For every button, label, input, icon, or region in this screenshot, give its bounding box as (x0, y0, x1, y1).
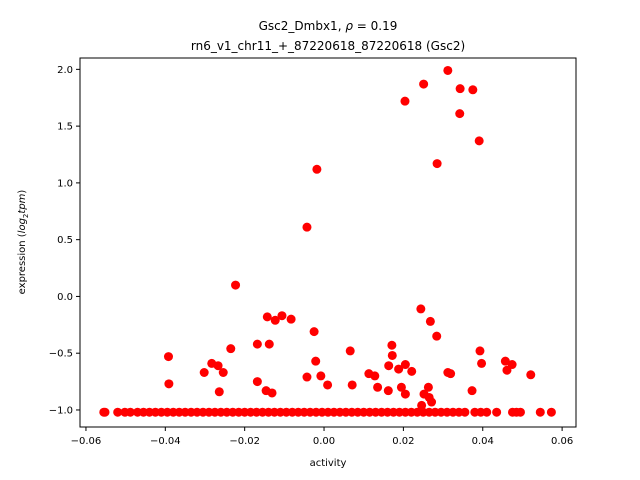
data-point (419, 79, 429, 89)
data-point (113, 407, 123, 417)
x-tick-label: 0.06 (551, 436, 573, 447)
data-point (214, 387, 224, 397)
data-point (482, 407, 492, 417)
data-point (383, 386, 393, 396)
data-point (400, 360, 410, 370)
data-point (535, 407, 545, 417)
plot-area-frame (79, 57, 577, 428)
y-tick-label: 0.0 (57, 292, 73, 303)
y-tick-label: 1.0 (57, 178, 73, 189)
data-point (416, 304, 426, 314)
data-point (252, 377, 262, 387)
data-point (432, 331, 442, 341)
data-point (515, 407, 525, 417)
x-tick-label: 0.02 (392, 436, 414, 447)
data-point (231, 280, 241, 290)
y-tick-label: −0.5 (49, 349, 73, 360)
data-point (384, 361, 394, 371)
axis-ticks: −0.06 −0.04 −0.02 0.00 0.02 0.04 0.06 −1.0 −0.5 0… (49, 65, 574, 447)
data-point (286, 314, 296, 324)
chart-title-line2: rn6_v1_chr11_+_87220618_87220618 (Gsc2) (191, 39, 465, 53)
data-point (262, 312, 272, 322)
data-point (546, 407, 556, 417)
data-point (443, 65, 453, 75)
data-point (370, 371, 380, 381)
data-point (423, 382, 433, 392)
data-point (400, 389, 410, 399)
data-point (387, 340, 397, 350)
data-point (467, 386, 477, 396)
x-tick-label: −0.04 (150, 436, 181, 447)
data-point (475, 346, 485, 356)
x-tick-label: −0.06 (71, 436, 102, 447)
data-point (207, 358, 217, 368)
data-point (387, 350, 397, 360)
data-point (474, 136, 484, 146)
data-point (316, 371, 326, 381)
data-point (455, 109, 465, 119)
data-points (99, 65, 556, 417)
data-point (526, 370, 536, 380)
data-point (125, 407, 135, 417)
data-point (502, 365, 512, 375)
data-point (163, 352, 173, 362)
data-point (460, 407, 470, 417)
x-tick-label: −0.02 (229, 436, 260, 447)
y-axis-label: expression (log2tpm) (17, 190, 30, 295)
x-tick-label: 0.04 (472, 436, 494, 447)
data-point (394, 364, 404, 374)
chart-title-line1: Gsc2_Dmbx1, ρ = 0.19 (259, 19, 398, 33)
data-point (455, 84, 465, 94)
data-point (425, 316, 435, 326)
data-point (100, 407, 110, 417)
data-point (199, 368, 209, 377)
data-point (396, 382, 406, 392)
x-axis-label: activity (310, 458, 347, 469)
data-point (446, 369, 456, 379)
data-point (226, 344, 236, 354)
data-point (477, 358, 487, 368)
data-point (492, 407, 502, 417)
data-point (373, 382, 383, 392)
data-point (267, 388, 277, 398)
data-point (347, 380, 357, 390)
data-point (427, 397, 437, 407)
data-point (432, 159, 442, 169)
data-point (407, 366, 417, 376)
data-point (270, 315, 280, 325)
data-point (309, 327, 319, 337)
data-point (417, 400, 427, 410)
data-point (302, 372, 312, 382)
data-point (164, 379, 174, 389)
y-tick-label: 0.5 (57, 235, 73, 246)
data-point (500, 356, 510, 366)
data-point (252, 339, 262, 349)
data-point (277, 311, 287, 321)
y-tick-label: 1.5 (57, 122, 73, 133)
data-point (400, 96, 410, 106)
data-point (312, 164, 322, 174)
data-point (323, 380, 333, 390)
data-point (345, 346, 355, 356)
y-tick-label: −1.0 (49, 405, 73, 416)
data-point (302, 222, 312, 232)
data-point (218, 368, 228, 377)
data-point (311, 356, 321, 366)
data-point (264, 339, 274, 349)
y-tick-label: 2.0 (57, 65, 73, 76)
x-tick-label: 0.00 (313, 436, 335, 447)
data-point (468, 85, 478, 95)
